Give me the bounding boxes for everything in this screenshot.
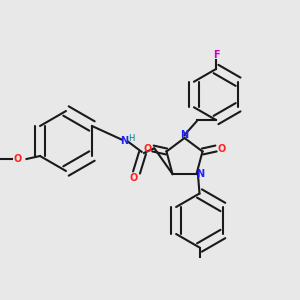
Text: H: H xyxy=(128,134,134,143)
Text: N: N xyxy=(120,136,129,146)
Text: O: O xyxy=(14,154,22,164)
Text: O: O xyxy=(143,143,152,154)
Text: O: O xyxy=(217,143,226,154)
Text: N: N xyxy=(196,169,204,179)
Text: F: F xyxy=(213,50,219,61)
Text: O: O xyxy=(130,173,138,183)
Text: N: N xyxy=(180,130,189,140)
